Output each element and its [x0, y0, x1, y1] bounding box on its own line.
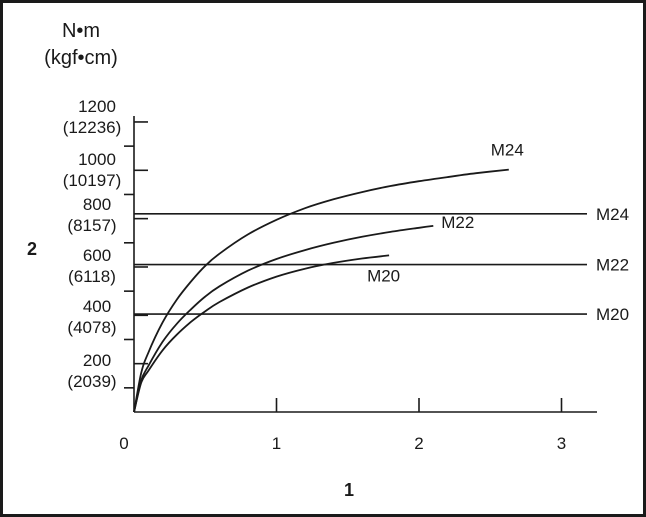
x-axis-callout: 1: [344, 480, 354, 500]
y-tick-label-600: 600: [83, 246, 111, 265]
reference-lines: M24 M22 M20: [134, 205, 629, 324]
y-tick-sublabel-1200: (12236): [63, 118, 122, 137]
y-tick-label-1000: 1000: [78, 150, 116, 169]
y-tick-sublabel-1000: (10197): [63, 171, 122, 190]
x-tick-label-0: 0: [119, 434, 128, 453]
x-tick-label-2: 2: [414, 434, 423, 453]
y-unit-line1: N•m: [62, 20, 100, 42]
y-unit-label: N•m (kgf•cm): [44, 20, 118, 69]
curve-m24: [133, 168, 509, 413]
curve-label-m24: M24: [491, 141, 524, 160]
y-tick-label-1200: 1200: [78, 97, 116, 116]
y-unit-line2: (kgf•cm): [44, 47, 118, 69]
curve-label-m20: M20: [367, 266, 400, 285]
curve-m20: [133, 254, 390, 413]
reference-line-label-m20: M20: [596, 305, 629, 324]
y-tick-sublabel-600: (6118): [68, 267, 116, 286]
curve-m22: [133, 225, 434, 413]
reference-line-label-m24: M24: [596, 205, 629, 224]
curve-label-m22: M22: [441, 213, 474, 232]
torque-curves: M24 M22 M20: [133, 141, 524, 413]
y-axis-callout: 2: [27, 239, 37, 259]
y-tick-label-800: 800: [83, 195, 111, 214]
x-tick-label-1: 1: [272, 434, 281, 453]
x-tick-label-3: 3: [557, 434, 566, 453]
y-tick-sublabel-400: (4078): [67, 318, 116, 337]
y-tick-label-400: 400: [83, 297, 111, 316]
reference-line-label-m22: M22: [596, 256, 629, 275]
y-tick-sublabel-800: (8157): [67, 216, 116, 235]
x-axis-ticks: 0 1 2 3: [119, 398, 566, 453]
y-tick-sublabel-200: (2039): [67, 372, 116, 391]
y-tick-label-200: 200: [83, 351, 111, 370]
y-axis-ticks: 200 (2039) 400 (4078) 600 (6118) 800 (8157) 1000…: [63, 97, 148, 391]
